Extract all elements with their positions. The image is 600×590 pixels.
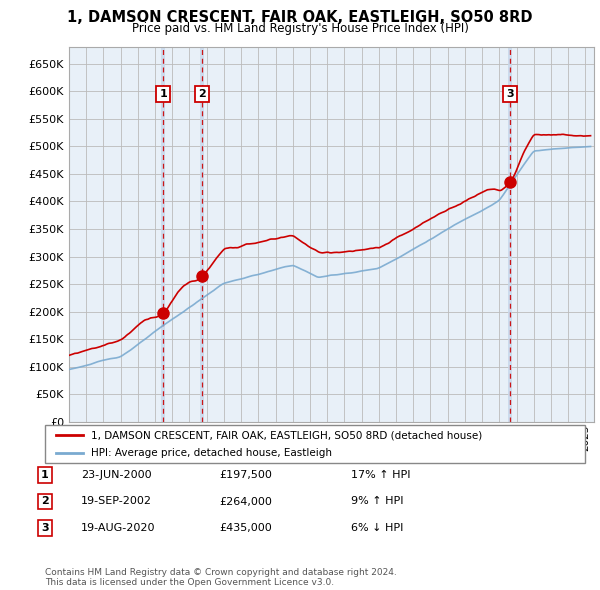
Text: £264,000: £264,000 [219,497,272,506]
Text: Contains HM Land Registry data © Crown copyright and database right 2024.
This d: Contains HM Land Registry data © Crown c… [45,568,397,587]
Text: 1: 1 [159,89,167,99]
Text: £435,000: £435,000 [219,523,272,533]
Text: 2: 2 [198,89,206,99]
Text: 19-AUG-2020: 19-AUG-2020 [81,523,155,533]
Text: 6% ↓ HPI: 6% ↓ HPI [351,523,403,533]
Text: HPI: Average price, detached house, Eastleigh: HPI: Average price, detached house, East… [91,448,332,458]
FancyBboxPatch shape [45,425,585,463]
Text: 1: 1 [41,470,49,480]
Text: 1, DAMSON CRESCENT, FAIR OAK, EASTLEIGH, SO50 8RD (detached house): 1, DAMSON CRESCENT, FAIR OAK, EASTLEIGH,… [91,430,482,440]
Bar [508,47,512,422]
Text: 9% ↑ HPI: 9% ↑ HPI [351,497,404,506]
Text: £197,500: £197,500 [219,470,272,480]
Bar [200,47,204,422]
Text: 1, DAMSON CRESCENT, FAIR OAK, EASTLEIGH, SO50 8RD: 1, DAMSON CRESCENT, FAIR OAK, EASTLEIGH,… [67,10,533,25]
Text: Price paid vs. HM Land Registry's House Price Index (HPI): Price paid vs. HM Land Registry's House … [131,22,469,35]
Text: 23-JUN-2000: 23-JUN-2000 [81,470,152,480]
Text: 17% ↑ HPI: 17% ↑ HPI [351,470,410,480]
Text: 3: 3 [506,89,514,99]
Text: 19-SEP-2002: 19-SEP-2002 [81,497,152,506]
Text: 3: 3 [41,523,49,533]
Text: 2: 2 [41,497,49,506]
Bar [161,47,165,422]
